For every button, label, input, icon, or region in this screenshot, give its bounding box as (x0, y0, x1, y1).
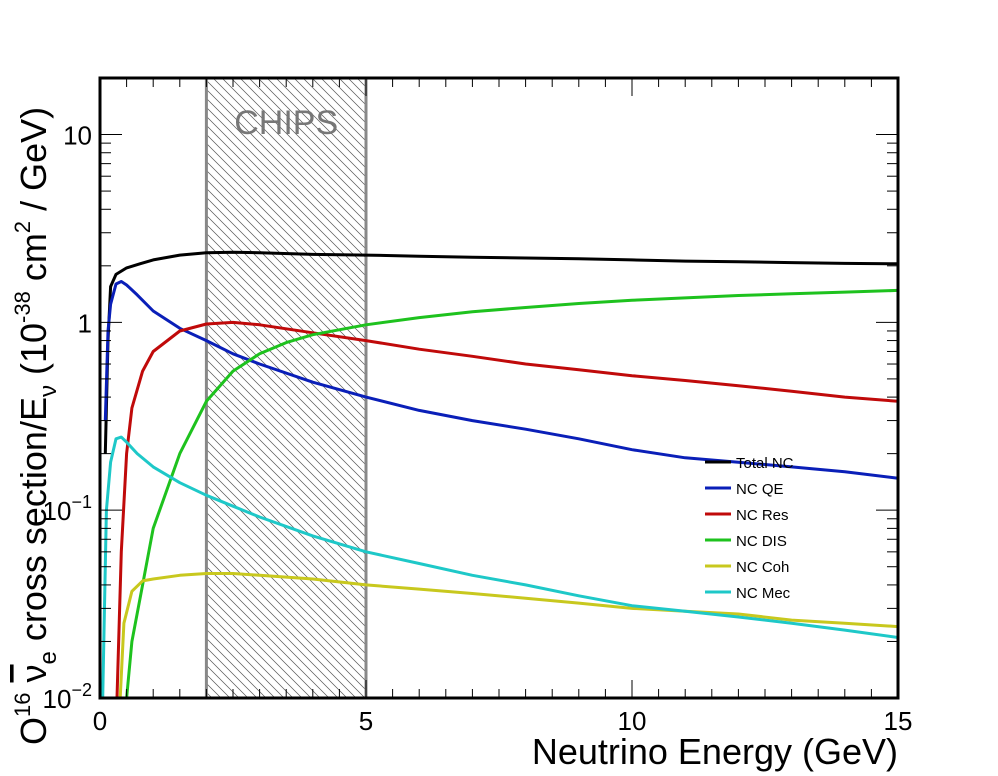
legend-label: NC Coh (736, 559, 789, 576)
x-tick-label: 10 (618, 706, 647, 736)
x-axis-label: Neutrino Energy (GeV) (532, 731, 898, 772)
legend-label: NC Res (736, 507, 789, 524)
y-tick-label: 10−2 (43, 680, 92, 714)
y-tick-labels: 10−2 10−1 1 10 (43, 121, 92, 714)
series-line-total-nc (103, 250, 898, 454)
series-layer (101, 250, 898, 698)
legend: Total NC NC QE NC Res NC DIS NC Coh NC Mec (705, 455, 794, 602)
chips-band: CHIPS (204, 78, 368, 698)
series-line-nc-coh (118, 572, 898, 698)
legend-label: NC DIS (736, 533, 787, 550)
axis-ticks (99, 77, 899, 699)
legend-label: NC Mec (736, 585, 791, 602)
band-label: CHIPS (234, 104, 338, 142)
legend-label: Total NC (736, 455, 794, 472)
y-axis-label: O16 νe cross section/Eν (10-38 cm2 / GeV… (10, 107, 62, 745)
y-tick-label: 1 (78, 308, 92, 338)
x-tick-label: 5 (359, 706, 373, 736)
series-line-nc-res (115, 320, 898, 698)
x-tick-label: 15 (884, 706, 913, 736)
series-line-nc-mec (101, 435, 898, 698)
x-tick-label: 0 (93, 706, 107, 736)
series-line-nc-dis (125, 288, 898, 698)
series-line-nc-qe (103, 280, 898, 480)
band-hatch (206, 78, 366, 698)
legend-label: NC QE (736, 481, 784, 498)
y-tick-label: 10 (63, 121, 92, 151)
nu-bar: ν (13, 664, 54, 682)
y-tick-label: 10−1 (43, 492, 92, 526)
x-tick-labels: 0 5 10 15 (93, 706, 913, 736)
